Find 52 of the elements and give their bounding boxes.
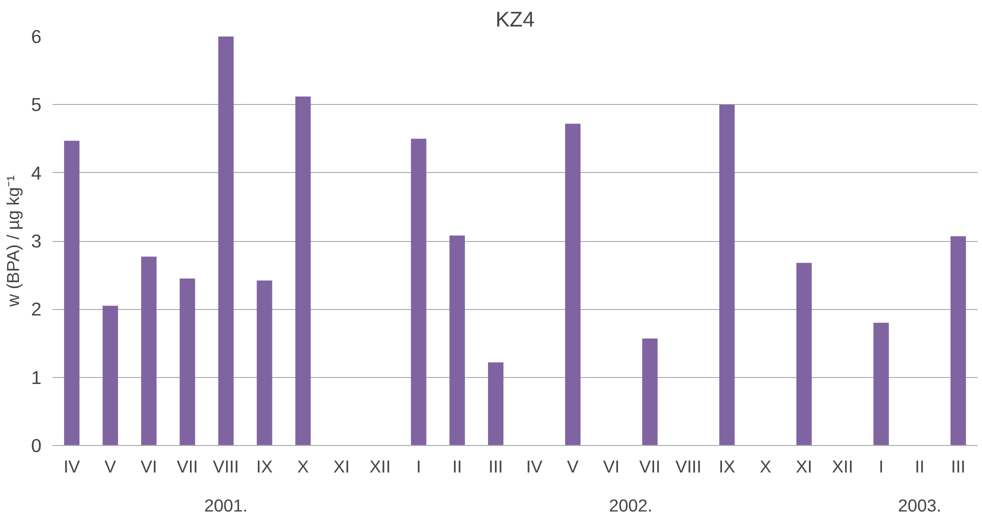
bar	[565, 124, 581, 446]
y-tick-label: 5	[31, 94, 42, 116]
bar	[410, 138, 426, 446]
x-tick-label: VII	[639, 456, 660, 476]
y-tick-label: 0	[31, 435, 42, 456]
bar	[449, 236, 465, 446]
x-tick-label: I	[878, 456, 884, 476]
y-tick-label: 4	[31, 162, 42, 184]
bar	[488, 362, 504, 446]
x-tick-label: III	[488, 456, 503, 476]
bar	[950, 236, 966, 446]
x-tick-label: II	[914, 456, 925, 476]
bar	[141, 256, 157, 446]
x-tick-label: X	[760, 456, 772, 476]
x-tick-label: VI	[140, 456, 158, 476]
bar	[873, 322, 889, 446]
x-tick-label: VIII	[212, 456, 239, 476]
x-tick-label: IX	[256, 456, 274, 476]
x-tick-label: VIII	[675, 456, 702, 476]
y-tick-label: 1	[31, 366, 42, 388]
x-tick-label: IX	[718, 456, 736, 476]
bar	[218, 36, 234, 446]
bar	[180, 278, 196, 446]
x-tick-label: XI	[796, 456, 812, 476]
bar	[719, 104, 735, 446]
x-tick-label: XII	[370, 456, 391, 476]
x-tick-label: VII	[176, 456, 198, 476]
text: 2001.	[204, 496, 248, 514]
y-axis-title: w (BPA) / µg kg⁻¹	[3, 175, 24, 308]
y-tick-label: 6	[31, 26, 42, 47]
x-tick-label: IV	[526, 456, 543, 476]
bar	[295, 96, 311, 446]
x-tick-label: IV	[64, 456, 80, 476]
chart-title: KZ4	[495, 8, 535, 32]
x-tick-label: III	[951, 456, 966, 476]
bar	[64, 140, 80, 446]
x-tick-label: I	[416, 456, 422, 476]
x-tick-label: X	[297, 456, 310, 476]
x-tick-label: XI	[333, 456, 350, 476]
bar	[102, 306, 118, 446]
bar	[256, 280, 272, 446]
text: 2002.	[608, 496, 652, 514]
y-tick-label: 2	[31, 298, 42, 320]
y-tick-label: 3	[31, 230, 42, 252]
text: 2003.	[898, 496, 942, 514]
x-tick-label: VI	[603, 456, 620, 476]
x-tick-label: II	[452, 456, 462, 476]
x-tick-label: V	[104, 456, 117, 476]
x-tick-label: V	[567, 456, 580, 476]
x-tick-label: XII	[832, 456, 854, 476]
bar	[796, 262, 812, 446]
bar	[642, 338, 658, 446]
